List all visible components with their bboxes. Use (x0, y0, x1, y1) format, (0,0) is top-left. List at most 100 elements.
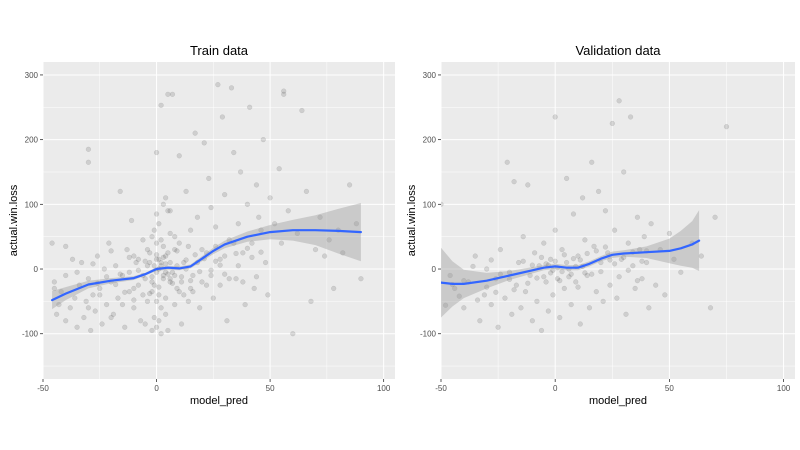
data-point (602, 244, 609, 250)
data-point (600, 298, 606, 305)
data-point (554, 276, 561, 282)
data-point (557, 278, 563, 284)
data-point (497, 246, 504, 253)
data-point (634, 278, 641, 284)
data-point (51, 285, 58, 292)
data-point (353, 221, 360, 227)
data-point (559, 246, 565, 253)
y-axis-label: actual.win.loss (406, 184, 418, 256)
data-point (151, 314, 157, 321)
data-point (183, 188, 189, 195)
data-point (662, 292, 668, 298)
data-point (506, 276, 513, 283)
data-point (72, 295, 78, 301)
data-point (299, 107, 305, 114)
data-point (598, 259, 604, 266)
data-point (584, 250, 590, 257)
data-point (237, 169, 244, 175)
data-point (648, 221, 654, 227)
data-point (470, 263, 476, 270)
data-point (85, 305, 92, 311)
data-point (568, 271, 574, 277)
data-point (97, 292, 103, 298)
data-point (153, 149, 160, 156)
data-point (85, 159, 92, 165)
data-point (253, 274, 260, 280)
data-point (632, 285, 638, 292)
data-point (172, 246, 178, 253)
data-point (224, 318, 230, 324)
data-point (138, 318, 144, 324)
data-point (83, 298, 89, 305)
data-point (634, 214, 641, 220)
data-point (265, 292, 271, 298)
data-point (131, 285, 137, 292)
data-point (63, 243, 69, 250)
data-point (222, 191, 228, 198)
data-point (504, 159, 510, 165)
data-point (147, 259, 153, 266)
data-point (570, 256, 577, 262)
data-point (49, 240, 55, 246)
data-point (534, 298, 540, 305)
panel-title: Validation data (575, 43, 661, 58)
data-point (172, 234, 178, 240)
data-point (90, 261, 96, 267)
data-point (525, 182, 531, 188)
data-point (723, 124, 730, 130)
data-point (90, 292, 96, 298)
data-point (477, 318, 483, 324)
data-point (493, 289, 499, 295)
data-point (290, 331, 296, 337)
data-point (199, 279, 205, 285)
data-point (172, 272, 178, 279)
data-point (520, 234, 526, 240)
data-point (543, 261, 549, 267)
plot-background (441, 62, 795, 379)
data-point (217, 262, 223, 268)
data-point (56, 301, 62, 308)
plot-background (43, 62, 395, 379)
data-point (99, 321, 105, 327)
y-tick-label: -100 (22, 330, 39, 339)
x-tick-label: 50 (266, 384, 275, 393)
data-point (235, 263, 241, 269)
data-point (162, 253, 169, 259)
data-point (575, 284, 581, 290)
data-point (124, 246, 130, 253)
data-point (547, 270, 554, 276)
data-point (181, 292, 187, 298)
data-point (251, 285, 257, 292)
data-point (217, 256, 223, 262)
data-point (185, 298, 191, 305)
data-point (122, 324, 128, 330)
data-point (167, 208, 173, 214)
data-point (106, 240, 112, 246)
data-point (190, 289, 196, 295)
data-point (589, 271, 595, 277)
data-point (156, 284, 162, 290)
data-point (162, 195, 169, 201)
y-tick-label: 300 (25, 71, 39, 80)
data-point (147, 290, 153, 297)
data-point (144, 246, 151, 253)
data-point (595, 188, 602, 195)
data-point (165, 271, 171, 277)
data-point (281, 91, 287, 97)
data-point (74, 324, 80, 330)
data-point (74, 269, 80, 275)
data-point (135, 256, 142, 262)
data-point (144, 263, 151, 269)
x-tick-label: 100 (777, 384, 791, 393)
data-point (158, 331, 164, 337)
data-point (242, 301, 248, 308)
data-point (149, 234, 155, 240)
data-point (621, 254, 627, 261)
data-point (260, 136, 266, 143)
data-point (340, 250, 346, 256)
data-point (240, 279, 246, 285)
data-point (235, 221, 241, 227)
data-point (110, 311, 117, 317)
data-point (639, 276, 645, 282)
data-point (552, 258, 558, 264)
